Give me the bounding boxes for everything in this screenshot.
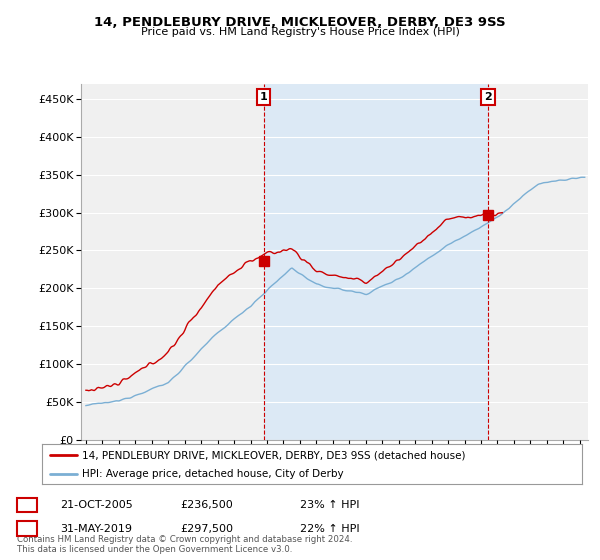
- Text: £297,500: £297,500: [180, 524, 233, 534]
- Text: 2: 2: [484, 92, 492, 102]
- Text: HPI: Average price, detached house, City of Derby: HPI: Average price, detached house, City…: [83, 469, 344, 479]
- Text: Contains HM Land Registry data © Crown copyright and database right 2024.
This d: Contains HM Land Registry data © Crown c…: [17, 535, 352, 554]
- Text: 31-MAY-2019: 31-MAY-2019: [60, 524, 132, 534]
- Text: 23% ↑ HPI: 23% ↑ HPI: [300, 500, 359, 510]
- Text: 14, PENDLEBURY DRIVE, MICKLEOVER, DERBY, DE3 9SS (detached house): 14, PENDLEBURY DRIVE, MICKLEOVER, DERBY,…: [83, 450, 466, 460]
- Text: 2: 2: [23, 524, 31, 534]
- Text: £236,500: £236,500: [180, 500, 233, 510]
- Text: 1: 1: [23, 500, 31, 510]
- Text: 21-OCT-2005: 21-OCT-2005: [60, 500, 133, 510]
- Text: 22% ↑ HPI: 22% ↑ HPI: [300, 524, 359, 534]
- Text: Price paid vs. HM Land Registry's House Price Index (HPI): Price paid vs. HM Land Registry's House …: [140, 27, 460, 37]
- Bar: [264, 84, 488, 440]
- Text: 1: 1: [260, 92, 268, 102]
- Text: 14, PENDLEBURY DRIVE, MICKLEOVER, DERBY, DE3 9SS: 14, PENDLEBURY DRIVE, MICKLEOVER, DERBY,…: [94, 16, 506, 29]
